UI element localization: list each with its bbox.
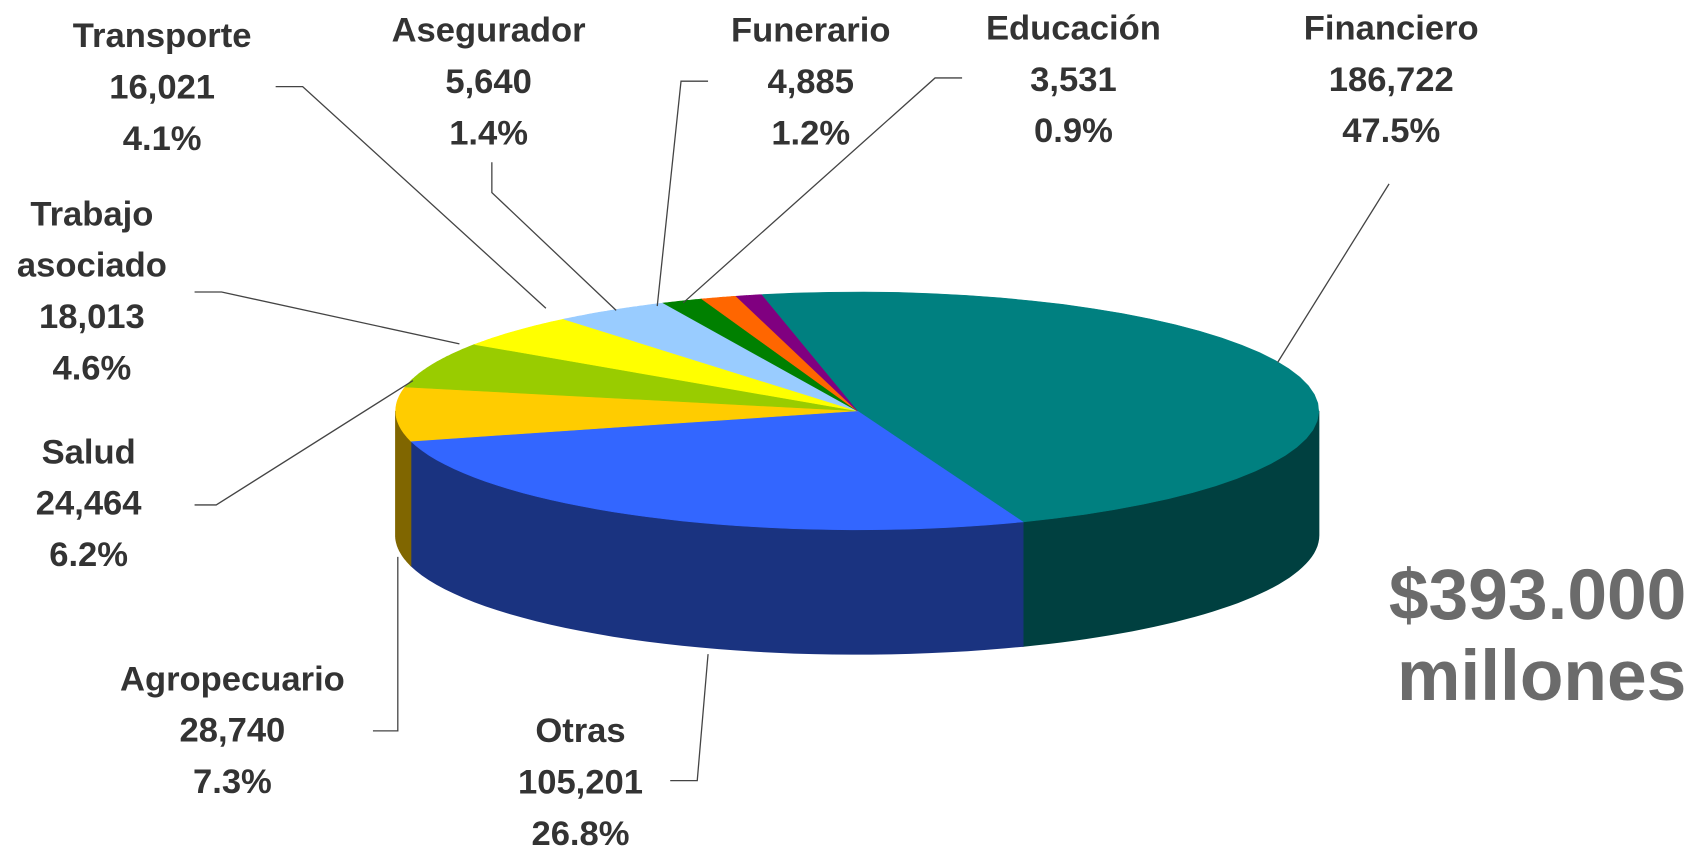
percent-label: 4.1% — [123, 120, 202, 158]
value-label: 28,740 — [180, 712, 286, 750]
slice-label: Financiero — [1304, 10, 1479, 48]
value-label: 186,722 — [1329, 61, 1454, 99]
slice — [563, 302, 858, 412]
leader-line — [1277, 183, 1390, 363]
percent-label: 47.5% — [1342, 112, 1440, 150]
percent-label: 7.3% — [193, 763, 272, 801]
slice — [404, 344, 858, 412]
percent-label: 26.8% — [531, 815, 629, 851]
leader-line — [275, 85, 547, 309]
value-label: 4,885 — [767, 63, 854, 101]
value-label: 24,464 — [36, 485, 143, 523]
slice — [395, 386, 858, 442]
slice-label: Asegurador — [392, 12, 586, 50]
leader-line — [194, 291, 460, 345]
leader-line — [194, 380, 414, 506]
slice-label: Educación — [986, 10, 1161, 48]
leader-line — [372, 556, 399, 732]
slice — [700, 295, 858, 412]
slice — [735, 294, 858, 412]
slice-label: Transporte — [73, 17, 252, 55]
annotation: millones — [1397, 636, 1686, 716]
leader-line — [491, 162, 617, 311]
percent-label: 6.2% — [49, 536, 128, 574]
slice-label: Otras — [535, 712, 625, 750]
annotation: $393.000 — [1389, 555, 1687, 635]
slice-label: Salud — [42, 433, 136, 471]
value-label: 16,021 — [109, 68, 215, 106]
slice — [662, 298, 858, 412]
leader-line — [670, 654, 709, 782]
slice-label: Agropecuario — [120, 660, 345, 698]
slice-label: Funerario — [731, 12, 890, 50]
value-label: 18,013 — [39, 298, 145, 336]
slice — [410, 410, 1024, 531]
value-label: 105,201 — [518, 764, 643, 802]
leader-line — [682, 77, 963, 304]
percent-label: 4.6% — [52, 350, 131, 388]
leader-line — [656, 80, 709, 307]
percent-label: 0.9% — [1034, 112, 1113, 150]
value-label: 5,640 — [445, 63, 532, 101]
percent-label: 1.4% — [449, 114, 528, 152]
slice — [474, 318, 858, 412]
percent-label: 1.2% — [771, 114, 850, 152]
tops — [395, 291, 1320, 531]
slice — [760, 291, 1320, 523]
slice-label: Trabajo asociado — [17, 195, 167, 284]
value-label: 3,531 — [1030, 61, 1117, 99]
sides — [395, 410, 1320, 655]
